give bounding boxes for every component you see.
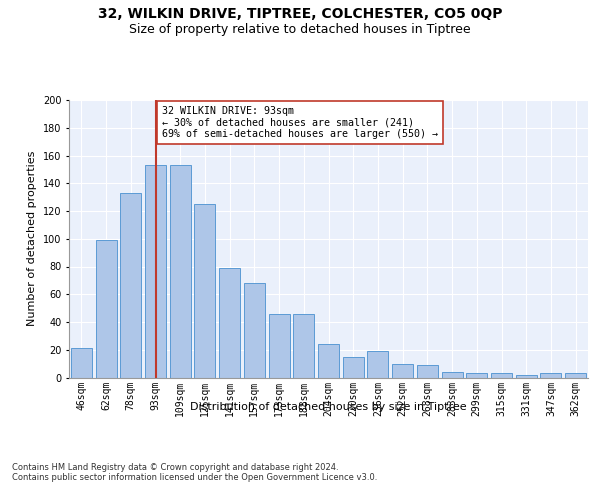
- Bar: [293, 314, 314, 378]
- Y-axis label: Number of detached properties: Number of detached properties: [28, 151, 37, 326]
- Bar: [71, 348, 92, 378]
- Bar: [269, 314, 290, 378]
- Bar: [442, 372, 463, 378]
- Bar: [170, 165, 191, 378]
- Bar: [466, 374, 487, 378]
- Bar: [417, 365, 438, 378]
- Text: Distribution of detached houses by size in Tiptree: Distribution of detached houses by size …: [190, 402, 467, 412]
- Bar: [392, 364, 413, 378]
- Bar: [194, 204, 215, 378]
- Bar: [120, 193, 141, 378]
- Bar: [145, 165, 166, 378]
- Bar: [318, 344, 339, 378]
- Text: 32, WILKIN DRIVE, TIPTREE, COLCHESTER, CO5 0QP: 32, WILKIN DRIVE, TIPTREE, COLCHESTER, C…: [98, 8, 502, 22]
- Text: 32 WILKIN DRIVE: 93sqm
← 30% of detached houses are smaller (241)
69% of semi-de: 32 WILKIN DRIVE: 93sqm ← 30% of detached…: [161, 106, 437, 138]
- Text: Contains HM Land Registry data © Crown copyright and database right 2024.
Contai: Contains HM Land Registry data © Crown c…: [12, 462, 377, 482]
- Bar: [244, 283, 265, 378]
- Bar: [95, 240, 116, 378]
- Bar: [343, 356, 364, 378]
- Bar: [541, 374, 562, 378]
- Bar: [565, 374, 586, 378]
- Bar: [367, 351, 388, 378]
- Bar: [516, 374, 537, 378]
- Bar: [491, 374, 512, 378]
- Bar: [219, 268, 240, 378]
- Text: Size of property relative to detached houses in Tiptree: Size of property relative to detached ho…: [129, 22, 471, 36]
